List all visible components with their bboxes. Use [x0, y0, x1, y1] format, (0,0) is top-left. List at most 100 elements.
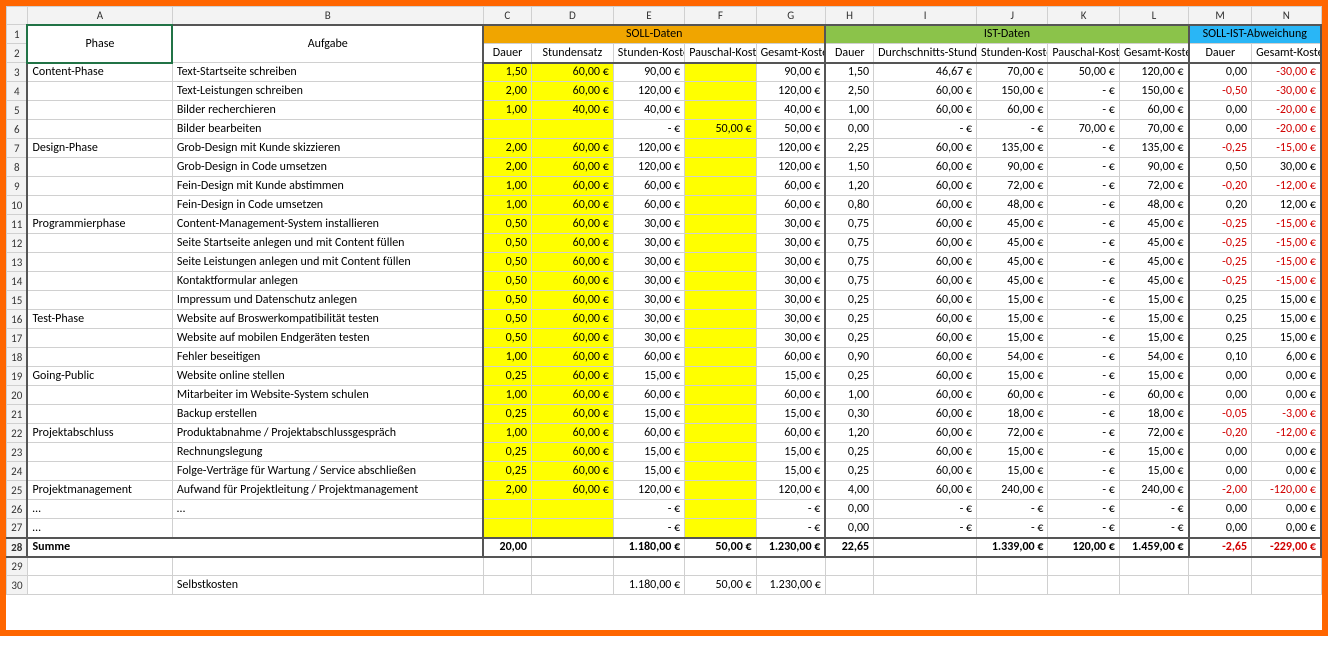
cell[interactable]: - €: [1048, 386, 1119, 405]
row-header[interactable]: 24: [7, 462, 28, 481]
cell[interactable]: - €: [1048, 234, 1119, 253]
cell[interactable]: 0,25: [825, 462, 873, 481]
cell[interactable]: 60,00 €: [874, 462, 977, 481]
cell[interactable]: 0,00 €: [1252, 367, 1321, 386]
cell-phase[interactable]: [27, 443, 172, 462]
cell[interactable]: 60,00 €: [874, 348, 977, 367]
cell[interactable]: 30,00 €: [1252, 158, 1321, 177]
cell[interactable]: 60,00 €: [531, 443, 613, 462]
row-header[interactable]: 9: [7, 177, 28, 196]
cell[interactable]: 70,00 €: [977, 63, 1048, 82]
cell[interactable]: [685, 386, 756, 405]
cell[interactable]: 15,00 €: [756, 367, 825, 386]
cell[interactable]: 60,00 €: [531, 405, 613, 424]
cell[interactable]: -15,00 €: [1252, 139, 1321, 158]
cell[interactable]: 0,00 €: [1252, 462, 1321, 481]
cell[interactable]: -15,00 €: [1252, 234, 1321, 253]
cell-phase[interactable]: …: [27, 519, 172, 538]
cell[interactable]: [531, 557, 613, 576]
cell-task[interactable]: Fein-Design in Code umsetzen: [172, 196, 483, 215]
cell[interactable]: 60,00 €: [531, 272, 613, 291]
cell-task[interactable]: Mitarbeiter im Website-System schulen: [172, 386, 483, 405]
cell-task[interactable]: Content-Management-System installieren: [172, 215, 483, 234]
cell[interactable]: 60,00 €: [874, 272, 977, 291]
cell[interactable]: 6,00 €: [1252, 348, 1321, 367]
cell[interactable]: 15,00 €: [1252, 329, 1321, 348]
cell[interactable]: 15,00 €: [977, 443, 1048, 462]
cell[interactable]: 0,25: [483, 367, 531, 386]
cell[interactable]: 60,00 €: [531, 367, 613, 386]
cell[interactable]: 90,00 €: [613, 63, 684, 82]
cell[interactable]: 15,00 €: [977, 291, 1048, 310]
cell[interactable]: 15,00 €: [613, 443, 684, 462]
cell[interactable]: 15,00 €: [756, 462, 825, 481]
cell[interactable]: 60,00 €: [756, 177, 825, 196]
cell[interactable]: 60,00 €: [531, 348, 613, 367]
cell[interactable]: - €: [1048, 424, 1119, 443]
cell[interactable]: 60,00 €: [756, 348, 825, 367]
col-header[interactable]: H: [825, 7, 873, 25]
cell[interactable]: 1,50: [825, 158, 873, 177]
cell[interactable]: 60,00 €: [874, 329, 977, 348]
cell-task[interactable]: …: [172, 500, 483, 519]
spreadsheet-grid[interactable]: ABCDEFGHIJKLMN1PhaseAufgabeSOLL-DatenIST…: [6, 6, 1322, 595]
cell[interactable]: [977, 557, 1048, 576]
cell[interactable]: 0,20: [1189, 196, 1252, 215]
cell[interactable]: -12,00 €: [1252, 177, 1321, 196]
cell[interactable]: 60,00 €: [531, 291, 613, 310]
row-header[interactable]: 4: [7, 82, 28, 101]
row-header[interactable]: 23: [7, 443, 28, 462]
cell[interactable]: 60,00 €: [531, 481, 613, 500]
cell[interactable]: 60,00 €: [531, 424, 613, 443]
cell[interactable]: 2,00: [483, 481, 531, 500]
cell[interactable]: 0,00 €: [1252, 443, 1321, 462]
cell[interactable]: [874, 557, 977, 576]
cell-task[interactable]: Text-Startseite schreiben: [172, 63, 483, 82]
row-header[interactable]: 5: [7, 101, 28, 120]
row-header[interactable]: 13: [7, 253, 28, 272]
cell[interactable]: - €: [874, 120, 977, 139]
cell[interactable]: [874, 538, 977, 557]
cell[interactable]: [685, 253, 756, 272]
col-header[interactable]: [7, 7, 28, 25]
cell[interactable]: [27, 557, 172, 576]
cell[interactable]: 60,00 €: [874, 424, 977, 443]
cell[interactable]: 60,00 €: [531, 158, 613, 177]
cell[interactable]: 1.180,00 €: [613, 538, 684, 557]
cell[interactable]: 30,00 €: [613, 234, 684, 253]
cell[interactable]: 1,00: [483, 177, 531, 196]
cell[interactable]: -2,65: [1189, 538, 1252, 557]
cell-task[interactable]: Rechnungslegung: [172, 443, 483, 462]
cell[interactable]: -0,25: [1189, 253, 1252, 272]
cell[interactable]: 45,00 €: [1119, 234, 1188, 253]
col-header[interactable]: M: [1189, 7, 1252, 25]
cell[interactable]: [685, 158, 756, 177]
cell[interactable]: -0,25: [1189, 234, 1252, 253]
cell[interactable]: 0,00 €: [1252, 386, 1321, 405]
cell[interactable]: 0,25: [1189, 310, 1252, 329]
cell[interactable]: [483, 500, 531, 519]
cell[interactable]: [685, 101, 756, 120]
cell[interactable]: 0,10: [1189, 348, 1252, 367]
cell[interactable]: 45,00 €: [977, 215, 1048, 234]
cell[interactable]: 70,00 €: [1119, 120, 1188, 139]
cell[interactable]: 30,00 €: [613, 310, 684, 329]
cell[interactable]: 90,00 €: [756, 63, 825, 82]
cell[interactable]: 60,00 €: [1119, 101, 1188, 120]
cell-task[interactable]: Kontaktformular anlegen: [172, 272, 483, 291]
cell[interactable]: 30,00 €: [613, 253, 684, 272]
cell[interactable]: 45,00 €: [977, 234, 1048, 253]
cell[interactable]: - €: [613, 120, 684, 139]
cell[interactable]: - €: [874, 500, 977, 519]
cell[interactable]: 150,00 €: [1119, 82, 1188, 101]
col-header[interactable]: D: [531, 7, 613, 25]
cell[interactable]: 120,00 €: [1048, 538, 1119, 557]
cell[interactable]: -12,00 €: [1252, 424, 1321, 443]
cell[interactable]: 60,00 €: [531, 386, 613, 405]
cell[interactable]: 60,00 €: [756, 196, 825, 215]
cell[interactable]: - €: [756, 519, 825, 538]
cell[interactable]: [685, 196, 756, 215]
cell[interactable]: 0,25: [825, 367, 873, 386]
cell[interactable]: 40,00 €: [613, 101, 684, 120]
cell-phase[interactable]: [27, 386, 172, 405]
